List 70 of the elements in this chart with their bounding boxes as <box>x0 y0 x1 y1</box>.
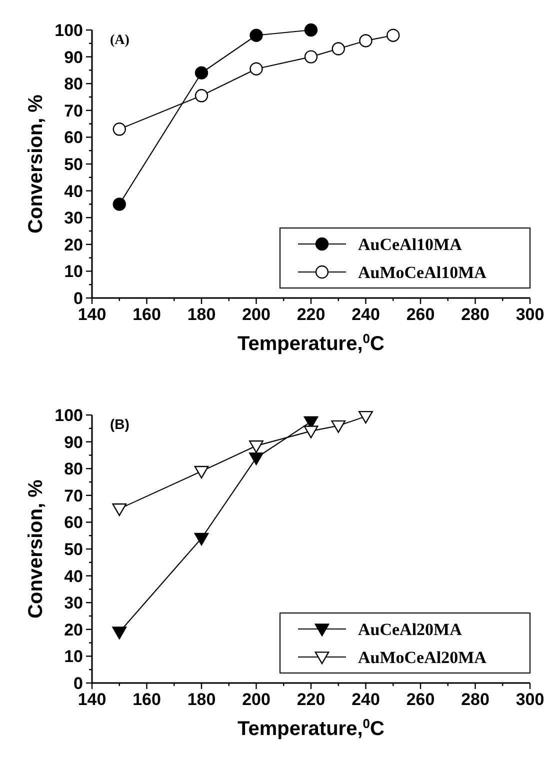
x-tick-label: 240 <box>352 305 380 324</box>
point <box>194 532 209 546</box>
x-tick-label: 280 <box>461 305 490 324</box>
y-tick-label: 50 <box>64 154 83 174</box>
point <box>250 28 263 42</box>
y-tick-label: 10 <box>64 647 83 666</box>
y-tick-label: 100 <box>54 20 83 40</box>
point <box>359 34 372 48</box>
x-tick-label: 180 <box>187 690 216 709</box>
point <box>194 89 208 102</box>
point <box>194 466 209 478</box>
annotation: (A) <box>110 33 130 48</box>
annotation: (B) <box>110 416 130 432</box>
x-tick-label: 140 <box>78 305 106 324</box>
point <box>358 410 373 424</box>
point <box>112 122 126 136</box>
y-tick-label: 80 <box>64 460 83 479</box>
legend-label: AuCeAl10MA <box>358 234 463 254</box>
x-tick-label: 160 <box>132 305 161 324</box>
x-tick-label: 180 <box>187 305 216 324</box>
point <box>386 28 400 42</box>
x-tick-label: 260 <box>406 690 435 709</box>
y-tick-label: 40 <box>64 182 83 201</box>
y-tick-label: 20 <box>64 620 83 640</box>
point <box>249 440 264 454</box>
y-tick-label: 60 <box>64 513 83 532</box>
y-tick-label: 20 <box>64 235 83 254</box>
x-tick-label: 200 <box>242 305 270 324</box>
legend-label: AuCeAl20MA <box>358 620 463 639</box>
point <box>304 50 318 64</box>
point <box>112 503 127 516</box>
y-tick-label: 10 <box>64 262 83 282</box>
legend-label: AuMoCeAl20MA <box>358 648 488 667</box>
x-tick-label: 300 <box>516 305 544 324</box>
y-tick-label: 60 <box>64 128 83 148</box>
point <box>112 198 126 211</box>
x-axis-title: Temperature,$^{0}$C <box>238 716 384 740</box>
y-tick-label: 40 <box>64 566 83 586</box>
legend-label: AuMoCeAl10MA <box>358 262 488 282</box>
x-tick-label: 240 <box>352 690 380 709</box>
y-tick-label: 30 <box>64 594 83 613</box>
x-tick-label: 140 <box>78 690 106 709</box>
point <box>332 42 345 56</box>
x-tick-label: 200 <box>242 690 270 709</box>
y-tick-label: 30 <box>64 208 83 228</box>
y-tick-label: 0 <box>74 674 83 693</box>
x-tick-label: 220 <box>296 305 326 324</box>
y-tick-label: 0 <box>74 288 83 308</box>
y-tick-label: 90 <box>64 432 83 452</box>
point <box>250 62 263 76</box>
y-tick-label: 90 <box>64 48 83 67</box>
point <box>249 452 264 466</box>
x-tick-label: 300 <box>516 690 544 709</box>
y-tick-label: 70 <box>64 101 83 120</box>
y-axis-title: Conversion, % <box>25 94 47 234</box>
x-tick-label: 220 <box>296 690 326 709</box>
y-tick-label: 80 <box>64 74 83 94</box>
point <box>112 626 127 640</box>
point <box>331 420 346 433</box>
y-tick-label: 50 <box>64 540 83 559</box>
point <box>304 426 318 438</box>
x-tick-label: 160 <box>132 690 161 709</box>
point <box>194 66 208 80</box>
point <box>304 23 318 37</box>
y-axis-title: Conversion, % <box>25 479 47 618</box>
y-tick-label: 70 <box>64 486 83 506</box>
y-tick-label: 100 <box>54 406 83 425</box>
x-tick-label: 280 <box>461 690 490 709</box>
x-axis-title: Temperature,$^{0}$C <box>238 330 384 355</box>
x-tick-label: 260 <box>406 305 435 324</box>
